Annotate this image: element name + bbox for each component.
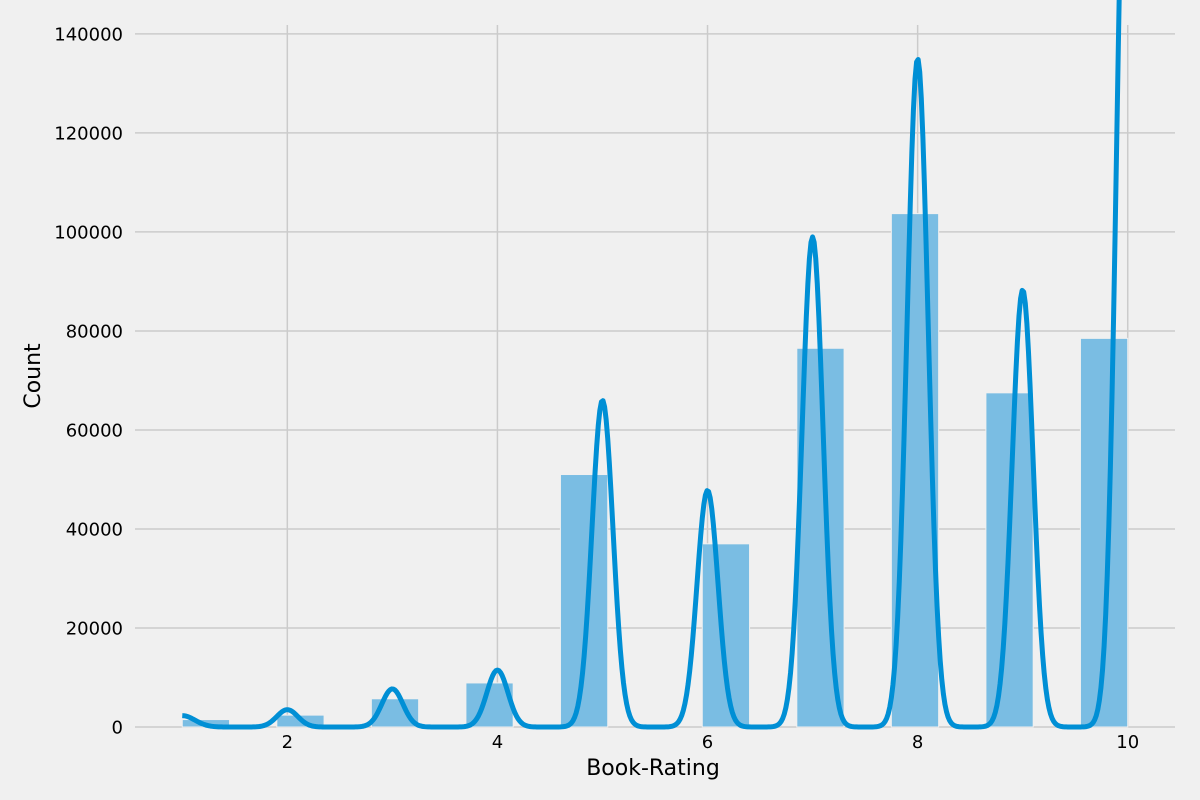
y-tick-label: 0	[112, 718, 123, 739]
y-tick-label: 140000	[54, 24, 123, 45]
x-tick-label: 10	[1116, 732, 1139, 753]
histogram-bar-6	[701, 543, 751, 728]
x-tick-label: 6	[702, 732, 713, 753]
x-tick-label: 8	[912, 732, 923, 753]
y-tick-label: 40000	[66, 519, 123, 540]
x-axis-label: Book-Rating	[586, 756, 720, 781]
y-axis-label: Count	[21, 343, 46, 409]
y-tick-label: 20000	[66, 618, 123, 639]
histogram-bar-3	[370, 698, 420, 728]
y-tick-label: 60000	[66, 420, 123, 441]
y-tick-label: 100000	[54, 222, 123, 243]
y-tick-label: 80000	[66, 321, 123, 342]
x-tick-label: 2	[282, 732, 293, 753]
y-tick-labels: 0 20000 40000 60000 80000 100000 120000 140000	[54, 24, 123, 738]
histogram-bar-5	[559, 474, 609, 728]
y-tick-label: 120000	[54, 123, 123, 144]
x-tick-label: 4	[492, 732, 503, 753]
kde-curve	[181, 0, 1122, 730]
grid-lines	[135, 25, 1175, 728]
x-tick-labels: 2 4 6 8 10	[282, 732, 1140, 753]
